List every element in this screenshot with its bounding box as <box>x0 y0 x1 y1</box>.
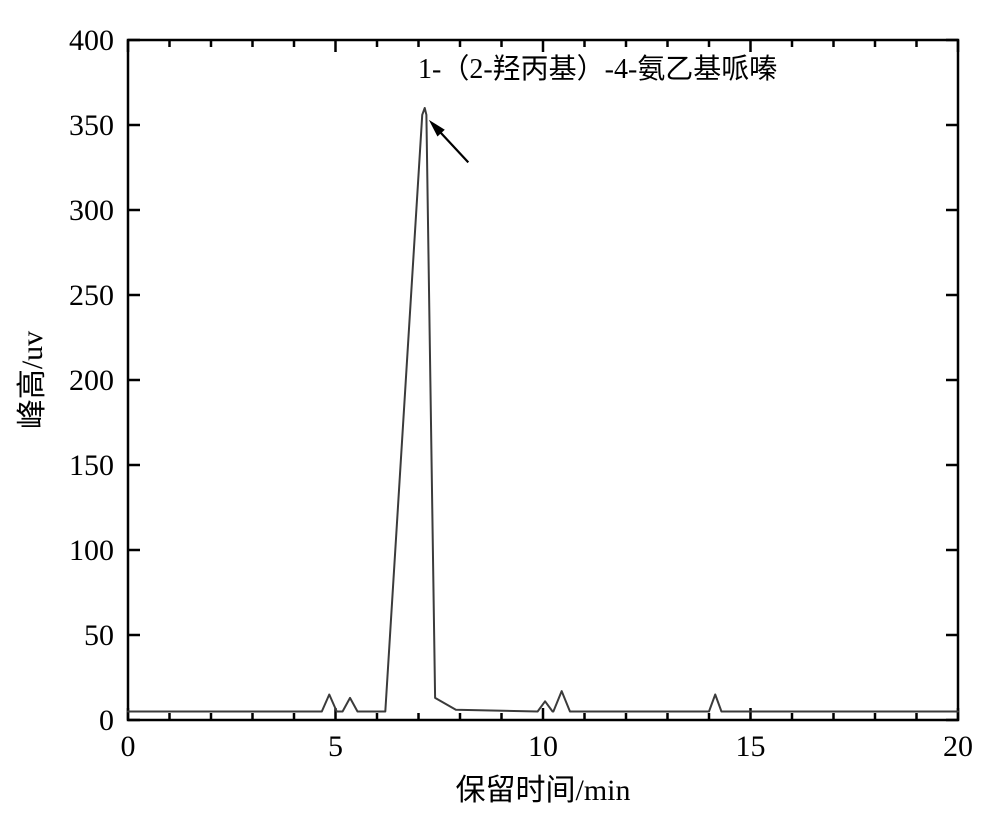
y-tick-label: 200 <box>69 364 114 397</box>
y-tick-label: 250 <box>69 279 114 312</box>
peak-annotation-label: 1-（2-羟丙基）-4-氨乙基哌嗪 <box>418 53 777 85</box>
y-tick-label: 350 <box>69 109 114 142</box>
y-tick-label: 300 <box>69 194 114 227</box>
x-tick-label: 20 <box>943 730 973 763</box>
y-tick-label: 150 <box>69 449 114 482</box>
chromatogram-chart: 0 5 10 15 20 保留时间/min 0 50 100 150 200 250 300 350 400… <box>0 0 1000 824</box>
y-tick-label: 400 <box>69 24 114 57</box>
x-tick-label: 10 <box>528 730 558 763</box>
y-tick-label: 50 <box>84 619 114 652</box>
chart-svg: 0 5 10 15 20 保留时间/min 0 50 100 150 200 250 300 350 400… <box>0 0 1000 824</box>
x-tick-label: 5 <box>328 730 343 763</box>
y-tick-label: 100 <box>69 534 114 567</box>
x-tick-label: 0 <box>121 730 136 763</box>
y-tick-label: 0 <box>99 704 114 737</box>
y-axis-title: 峰高/uv <box>16 331 49 429</box>
x-tick-label: 15 <box>736 730 766 763</box>
x-axis-title: 保留时间/min <box>455 774 630 807</box>
chart-background <box>0 0 1000 824</box>
